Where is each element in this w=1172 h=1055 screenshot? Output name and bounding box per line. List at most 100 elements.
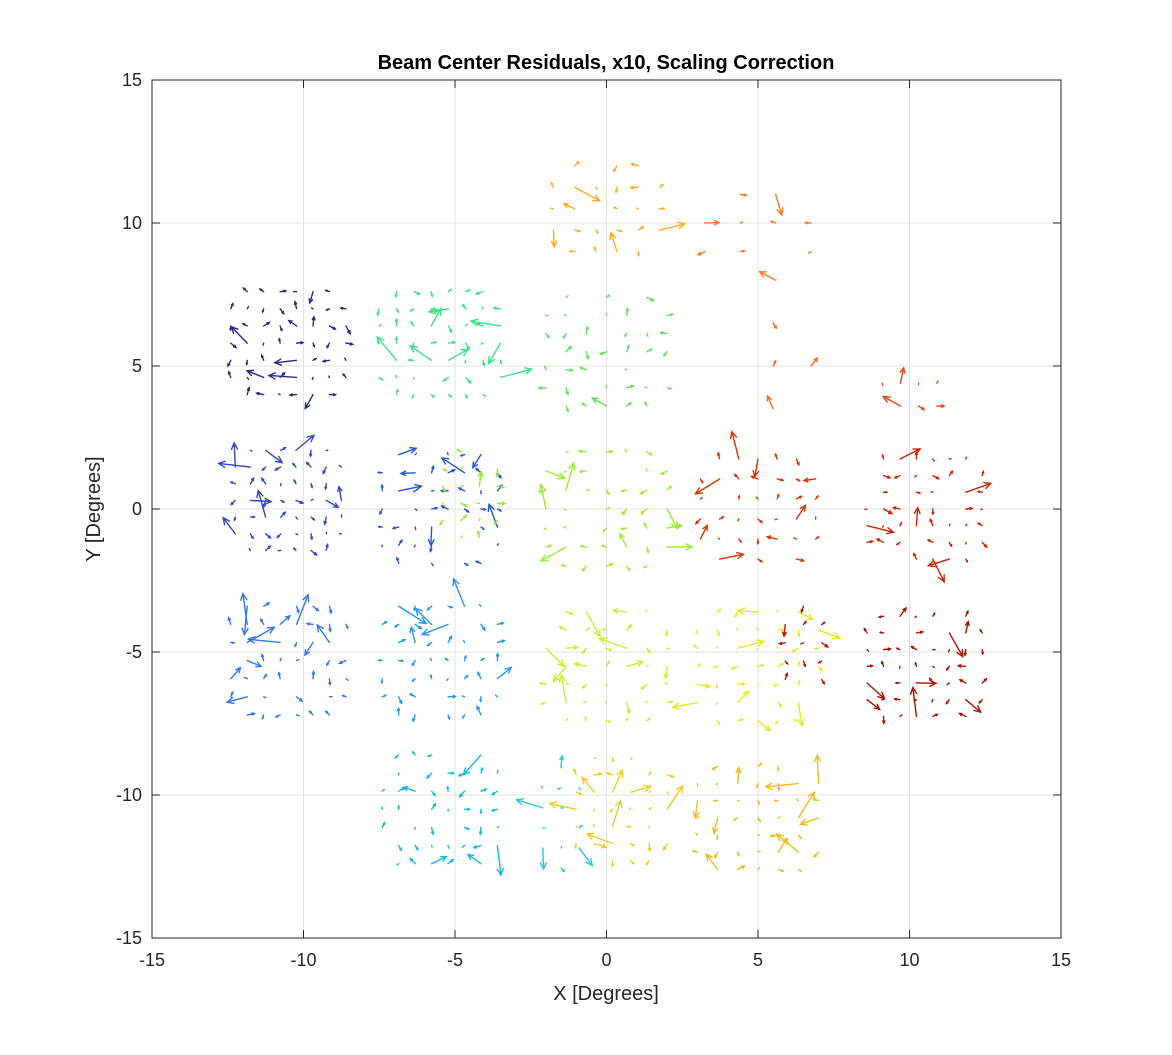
vector-head	[934, 613, 935, 614]
vector-head	[719, 610, 720, 611]
vector-head	[610, 451, 612, 453]
vector-shaft	[646, 611, 647, 612]
vector-head	[897, 543, 898, 544]
vector-head	[936, 714, 938, 715]
vector-head	[458, 450, 459, 451]
vector-head	[739, 496, 740, 497]
vector-shaft	[263, 343, 264, 345]
vector-head	[930, 679, 932, 681]
vector-shaft	[312, 377, 313, 379]
vector-head	[253, 516, 254, 517]
vector-shaft	[297, 660, 299, 661]
vector-shaft	[775, 519, 777, 520]
vector-head	[609, 721, 610, 722]
vector-shaft	[264, 697, 266, 698]
vector-head	[262, 717, 263, 718]
vector-head	[434, 342, 436, 343]
vector-head	[738, 854, 739, 855]
vector-head	[650, 349, 652, 351]
vector-head	[644, 567, 645, 568]
vector-shaft	[463, 640, 464, 642]
vector-head	[440, 523, 441, 525]
vector-shaft	[465, 360, 466, 363]
vector-head	[467, 510, 469, 512]
vector-head	[326, 290, 327, 291]
vector-shaft	[966, 524, 967, 525]
vector-head	[612, 864, 614, 866]
vector-head	[230, 329, 231, 330]
vector-shaft	[949, 650, 950, 652]
vector-head	[476, 561, 478, 562]
vector-shaft	[647, 334, 648, 337]
vector-head	[492, 809, 494, 811]
vector-head	[648, 651, 650, 653]
vector-head	[897, 648, 898, 649]
vector-head	[757, 786, 758, 787]
y-tick-label: 10	[122, 213, 142, 233]
vector-head	[463, 305, 465, 307]
vector-head	[398, 806, 399, 807]
vector-head	[760, 560, 762, 561]
vector-head	[581, 826, 582, 827]
vector-head	[450, 290, 451, 291]
vector-shaft	[981, 509, 982, 510]
vector-shaft	[497, 544, 498, 546]
vector-shaft	[716, 784, 717, 785]
vector-head	[817, 496, 818, 497]
vector-head	[778, 769, 779, 770]
vector-shaft	[777, 611, 778, 612]
vector-head	[397, 390, 398, 392]
vector-head	[647, 551, 649, 553]
vector-head	[779, 705, 780, 707]
vector-head	[466, 397, 467, 398]
vector-head	[717, 838, 718, 839]
x-tick-label: -10	[290, 950, 316, 970]
vector-head	[628, 569, 630, 571]
vector-head	[886, 492, 887, 493]
vector-shaft	[794, 538, 797, 539]
vector-head	[262, 311, 263, 312]
vector-head	[817, 537, 818, 538]
vector-head	[882, 662, 883, 664]
x-tick-label: 15	[1051, 950, 1071, 970]
vector-shaft	[447, 679, 448, 681]
vector-shaft	[250, 450, 251, 451]
y-tick-label: -15	[116, 928, 142, 948]
vector-head	[452, 772, 454, 774]
vector-head	[483, 528, 484, 529]
vector-head	[978, 523, 980, 524]
vector-head	[928, 540, 930, 542]
vector-head	[699, 664, 700, 665]
vector-shaft	[414, 491, 415, 492]
vector-head	[581, 545, 583, 547]
vector-shaft	[966, 457, 967, 459]
vector-head	[413, 752, 414, 753]
y-tick-label: -10	[116, 785, 142, 805]
vector-head	[713, 768, 715, 770]
vector-head	[281, 329, 282, 331]
vector-shaft	[565, 471, 566, 472]
vector-shaft	[718, 538, 719, 539]
vector-head	[800, 837, 801, 838]
vector-head	[871, 665, 873, 667]
vector-head	[979, 701, 980, 702]
vector-head	[714, 800, 715, 801]
vector-head	[448, 717, 449, 718]
vector-head	[795, 720, 796, 721]
vector-shaft	[915, 476, 917, 477]
vector-head	[912, 647, 914, 649]
vector-head	[661, 185, 662, 186]
vector-shaft	[311, 499, 313, 500]
vector-head	[693, 851, 695, 852]
vector-head	[602, 545, 604, 546]
vector-head	[597, 232, 598, 233]
vector-head	[400, 540, 402, 542]
vector-head	[276, 716, 278, 717]
vector-head	[950, 545, 951, 547]
vector-head	[416, 848, 417, 850]
vector-head	[621, 528, 623, 530]
vector-head	[647, 863, 648, 865]
chart-title: Beam Center Residuals, x10, Scaling Corr…	[378, 52, 835, 74]
vector-head	[622, 490, 624, 491]
vector-head	[431, 675, 432, 676]
